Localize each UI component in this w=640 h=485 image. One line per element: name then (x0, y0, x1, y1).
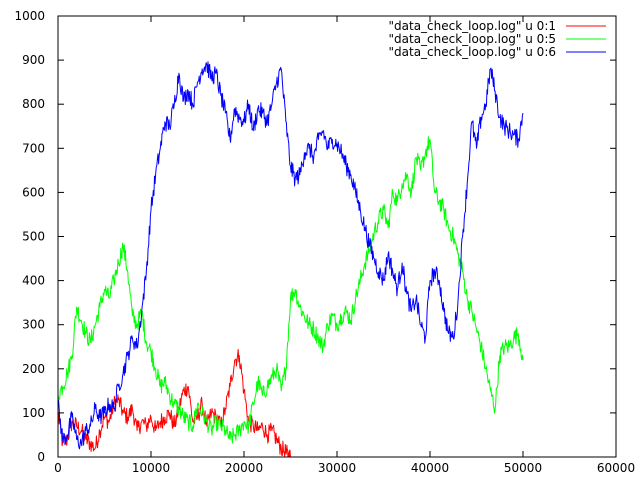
legend: "data_check_loop.log" u 0:1"data_check_l… (389, 19, 606, 59)
y-tick-label: 0 (37, 450, 45, 464)
x-tick-label: 40000 (411, 461, 449, 475)
x-tick-label: 0 (54, 461, 62, 475)
y-tick-label: 300 (22, 318, 45, 332)
legend-label: "data_check_loop.log" u 0:1 (389, 19, 557, 33)
x-tick-label: 30000 (318, 461, 356, 475)
x-tick-label: 50000 (504, 461, 542, 475)
series-line-2 (57, 136, 524, 444)
y-tick-label: 800 (22, 97, 45, 111)
series-line-3 (57, 61, 524, 450)
y-axis: 0 100 200 300 400 500 600 700 800 900 1000 (14, 9, 616, 464)
y-tick-label: 600 (22, 185, 45, 199)
y-tick-label: 700 (22, 141, 45, 155)
x-axis: 0 10000 20000 30000 40000 50000 60000 (54, 16, 635, 475)
x-tick-label: 20000 (225, 461, 263, 475)
y-tick-label: 500 (22, 230, 45, 244)
y-tick-label: 200 (22, 362, 45, 376)
legend-label: "data_check_loop.log" u 0:5 (389, 32, 557, 46)
y-tick-label: 100 (22, 406, 45, 420)
x-tick-label: 10000 (132, 461, 170, 475)
series-layer (57, 61, 524, 458)
legend-label: "data_check_loop.log" u 0:6 (389, 45, 557, 59)
x-tick-label: 60000 (597, 461, 635, 475)
y-tick-label: 400 (22, 274, 45, 288)
y-tick-label: 1000 (14, 9, 45, 23)
plot-frame (57, 15, 617, 458)
y-tick-label: 900 (22, 53, 45, 67)
series-line-1 (57, 349, 523, 458)
